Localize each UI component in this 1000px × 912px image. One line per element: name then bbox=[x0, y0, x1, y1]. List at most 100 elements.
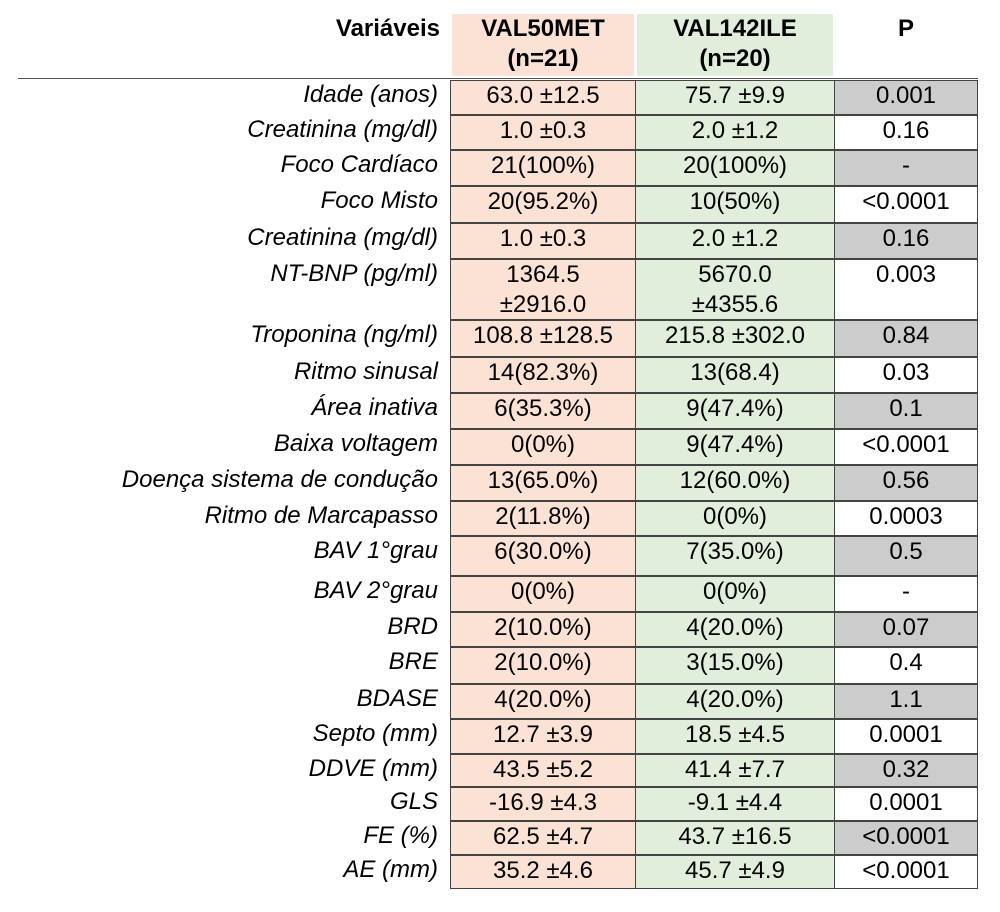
table-row: BDASE 4(20.0%) 4(20.0%) 1.1 bbox=[0, 684, 1000, 719]
variable-cell: Doença sistema de condução bbox=[0, 465, 440, 501]
val142ile-cell: 0(0%) bbox=[635, 501, 835, 536]
variable-cell: Idade (anos) bbox=[0, 80, 440, 115]
val50met-cell-text: 1364.5 bbox=[506, 261, 580, 288]
val50met-cell-text: 13(65.0%) bbox=[487, 467, 599, 494]
header-p-value: P bbox=[836, 14, 976, 76]
variable-cell-text: BRE bbox=[388, 648, 438, 675]
variable-cell: Ritmo sinusal bbox=[0, 357, 440, 393]
p-value-cell-text: 0.16 bbox=[882, 225, 930, 252]
val50met-cell-text: 0(0%) bbox=[510, 431, 576, 458]
p-value-cell: 0.003 bbox=[834, 259, 978, 320]
header-group1-name: VAL50MET bbox=[481, 15, 605, 42]
val142ile-cell-text: 45.7 ±4.9 bbox=[685, 857, 785, 884]
p-value-cell-text: 0.84 bbox=[882, 322, 930, 349]
val142ile-cell-text: 4(20.0%) bbox=[686, 686, 784, 713]
p-value-cell-text: 0.0001 bbox=[869, 721, 943, 748]
val50met-cell: 21(100%) bbox=[450, 150, 636, 186]
val50met-cell-text: 20(95.2%) bbox=[487, 188, 599, 215]
p-value-cell: 0.5 bbox=[834, 536, 978, 576]
table-row: Doença sistema de condução 13(65.0%) 12(60… bbox=[0, 465, 1000, 501]
val142ile-cell-text: 9(47.4%) bbox=[686, 395, 784, 422]
variable-cell: Foco Misto bbox=[0, 186, 440, 223]
val50met-cell-text: 14(82.3%) bbox=[487, 359, 599, 386]
val142ile-cell: 20(100%) bbox=[635, 150, 835, 186]
p-value-cell: <0.0001 bbox=[834, 855, 978, 889]
p-value-cell: 0.03 bbox=[834, 357, 978, 393]
table-row: Ritmo de Marcapasso 2(11.8%) 0(0%) 0.0003 bbox=[0, 501, 1000, 536]
variable-cell-text: Septo (mm) bbox=[312, 720, 438, 747]
val50met-cell-text: 6(35.3%) bbox=[494, 395, 592, 422]
val142ile-cell-text: 20(100%) bbox=[682, 152, 788, 179]
val142ile-cell-text: 13(68.4) bbox=[690, 359, 780, 386]
p-value-cell-text: - bbox=[902, 578, 910, 605]
val142ile-cell: 4(20.0%) bbox=[635, 684, 835, 719]
val142ile-cell-text: 7(35.0%) bbox=[686, 538, 784, 565]
p-value-cell: 0.16 bbox=[834, 115, 978, 150]
val142ile-cell: 0(0%) bbox=[635, 576, 835, 612]
p-value-cell: 0.16 bbox=[834, 223, 978, 259]
p-value-cell: 0.4 bbox=[834, 647, 978, 684]
val142ile-cell: 7(35.0%) bbox=[635, 536, 835, 576]
val50met-cell: 1.0 ±0.3 bbox=[450, 223, 636, 259]
val142ile-cell-text: 9(47.4%) bbox=[686, 431, 784, 458]
table-row: Creatinina (mg/dl) 1.0 ±0.3 2.0 ±1.2 0.16 bbox=[0, 115, 1000, 150]
val142ile-cell-text: 3(15.0%) bbox=[686, 649, 784, 676]
val50met-cell-text: ±2916.0 bbox=[499, 291, 587, 318]
variable-cell: AE (mm) bbox=[0, 855, 440, 889]
p-value-cell-text: 0.4 bbox=[889, 649, 923, 676]
table-row: Idade (anos) 63.0 ±12.5 75.7 ±9.9 0.001 bbox=[0, 80, 1000, 115]
table-row: GLS -16.9 ±4.3 -9.1 ±4.4 0.0001 bbox=[0, 787, 1000, 821]
variable-cell-text: BAV 1°grau bbox=[313, 537, 438, 564]
val142ile-cell: 2.0 ±1.2 bbox=[635, 115, 835, 150]
variable-cell-text: Ritmo de Marcapasso bbox=[204, 502, 438, 529]
val50met-cell: 63.0 ±12.5 bbox=[450, 80, 636, 115]
p-value-cell: 0.0001 bbox=[834, 719, 978, 754]
val142ile-cell-text: 41.4 ±7.7 bbox=[685, 756, 785, 783]
variable-cell: Ritmo de Marcapasso bbox=[0, 501, 440, 536]
p-value-cell-text: 0.32 bbox=[882, 756, 930, 783]
val50met-cell-text: 1.0 ±0.3 bbox=[499, 117, 587, 144]
val50met-cell-text: 6(30.0%) bbox=[494, 538, 592, 565]
val142ile-cell: 45.7 ±4.9 bbox=[635, 855, 835, 889]
val50met-cell: 62.5 ±4.7 bbox=[450, 821, 636, 855]
table-row: BRD 2(10.0%) 4(20.0%) 0.07 bbox=[0, 612, 1000, 647]
variable-cell-text: Doença sistema de condução bbox=[121, 466, 438, 493]
val50met-cell-text: 2(11.8%) bbox=[495, 503, 591, 530]
val142ile-cell: 9(47.4%) bbox=[635, 393, 835, 429]
variable-cell-text: Creatinina (mg/dl) bbox=[247, 116, 438, 143]
variable-cell: BDASE bbox=[0, 684, 440, 719]
p-value-cell: 1.1 bbox=[834, 684, 978, 719]
val50met-cell: 43.5 ±5.2 bbox=[450, 754, 636, 787]
val142ile-cell: 2.0 ±1.2 bbox=[635, 223, 835, 259]
val50met-cell: 108.8 ±128.5 bbox=[450, 320, 636, 357]
val50met-cell-text: -16.9 ±4.3 bbox=[489, 789, 597, 816]
variable-cell-text: Baixa voltagem bbox=[273, 430, 438, 457]
header-variables-label: Variáveis bbox=[335, 15, 440, 42]
table-row: Ritmo sinusal 14(82.3%) 13(68.4) 0.03 bbox=[0, 357, 1000, 393]
p-value-cell: 0.56 bbox=[834, 465, 978, 501]
variable-cell-text: AE (mm) bbox=[343, 856, 438, 883]
val142ile-cell-text: 75.7 ±9.9 bbox=[685, 82, 785, 109]
val50met-cell: 0(0%) bbox=[450, 576, 636, 612]
variable-cell: Área inativa bbox=[0, 393, 440, 429]
p-value-cell: 0.07 bbox=[834, 612, 978, 647]
header-group-val142ile: VAL142ILE (n=20) bbox=[637, 14, 833, 76]
val50met-cell: 14(82.3%) bbox=[450, 357, 636, 393]
val50met-cell: 4(20.0%) bbox=[450, 684, 636, 719]
val142ile-cell: 75.7 ±9.9 bbox=[635, 80, 835, 115]
table-row: BAV 2°grau 0(0%) 0(0%) - bbox=[0, 576, 1000, 612]
val50met-cell-text: 35.2 ±4.6 bbox=[493, 857, 593, 884]
p-value-cell-text: 0.0003 bbox=[869, 503, 943, 530]
variable-cell-text: Troponina (ng/ml) bbox=[250, 321, 438, 348]
table-row: Foco Cardíaco 21(100%) 20(100%) - bbox=[0, 150, 1000, 186]
val50met-cell: 6(30.0%) bbox=[450, 536, 636, 576]
variable-cell: BAV 2°grau bbox=[0, 576, 440, 612]
val142ile-cell: 10(50%) bbox=[635, 186, 835, 223]
p-value-cell-text: <0.0001 bbox=[862, 188, 950, 215]
val50met-cell: 2(10.0%) bbox=[450, 647, 636, 684]
val142ile-cell-text: 43.7 ±16.5 bbox=[678, 823, 792, 850]
val50met-cell: 1364.5 ±2916.0 bbox=[450, 259, 636, 320]
variable-cell: BRD bbox=[0, 612, 440, 647]
table-row: AE (mm) 35.2 ±4.6 45.7 ±4.9 <0.0001 bbox=[0, 855, 1000, 889]
table-row: Septo (mm) 12.7 ±3.9 18.5 ±4.5 0.0001 bbox=[0, 719, 1000, 754]
